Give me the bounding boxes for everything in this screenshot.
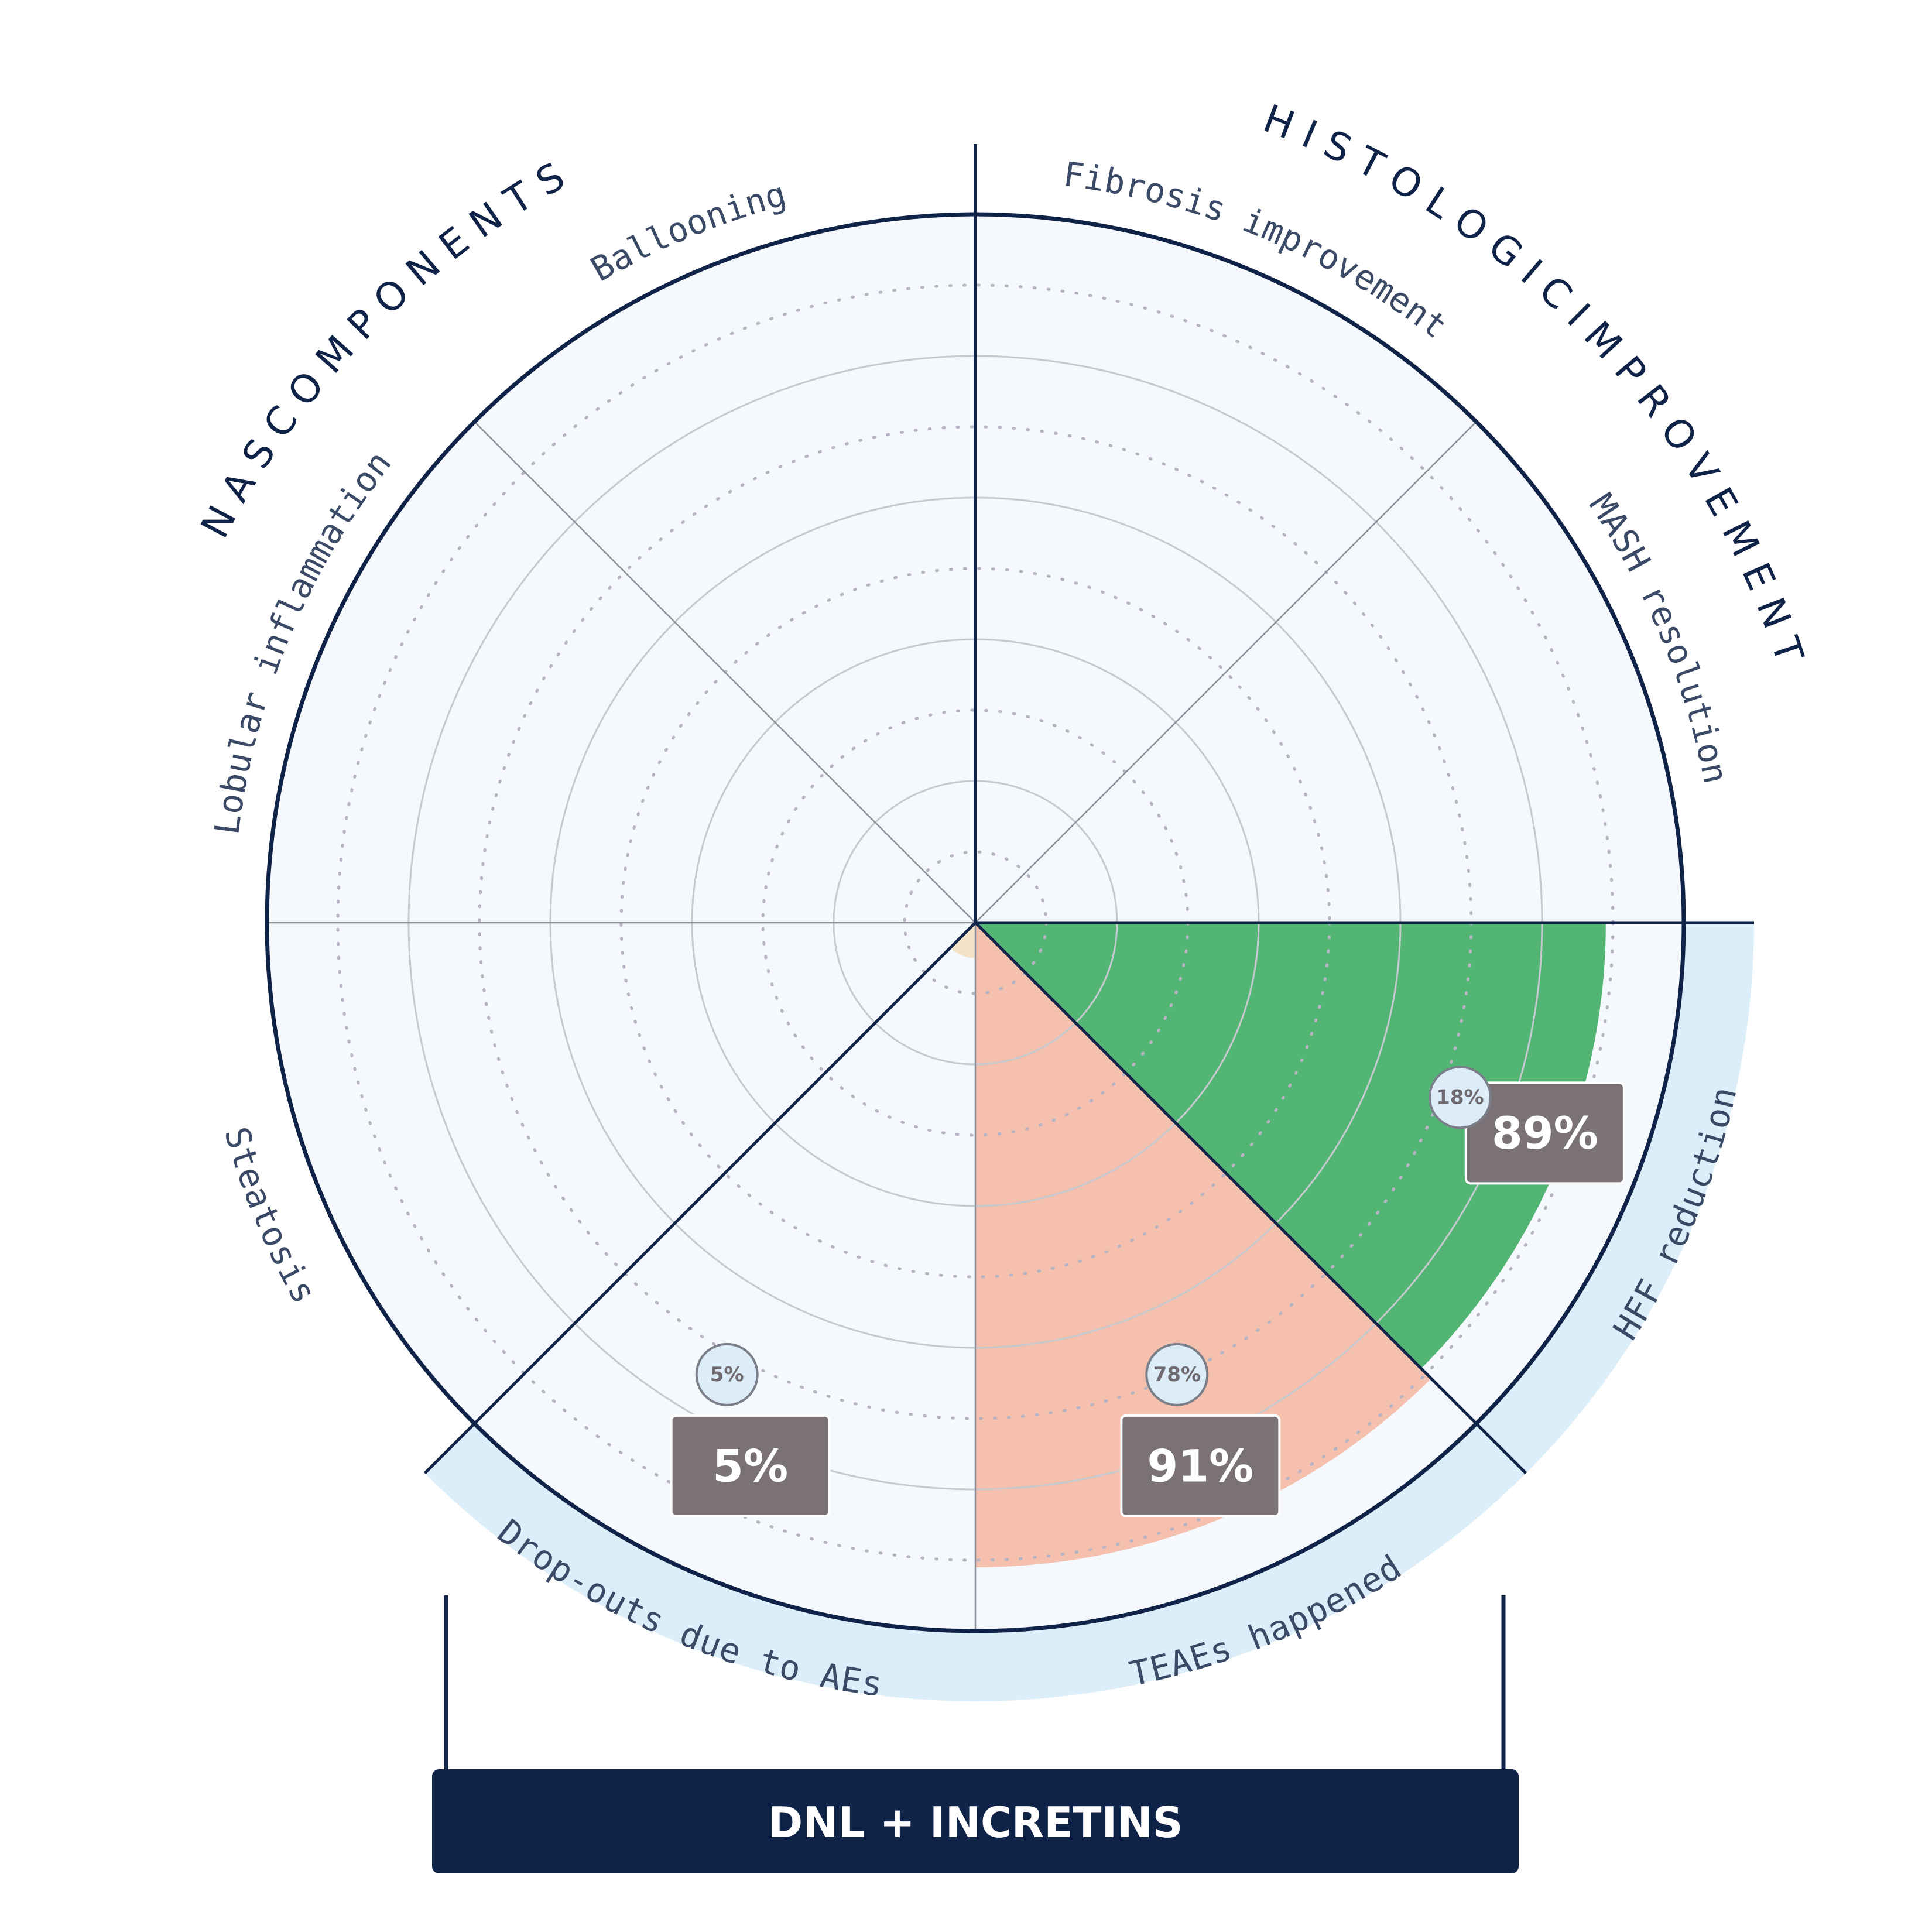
value-wedge-hff-reduction (975, 923, 1606, 1369)
divider-2 (974, 922, 1527, 1475)
value-wedges-layer (950, 923, 1606, 1568)
value-label-teaes-happened: 91% (1147, 1440, 1253, 1492)
reference-bubble-hff-reduction (1428, 1066, 1492, 1129)
reference-bubble-teaes-happened (1145, 1342, 1209, 1406)
reference-label-teaes-happened: 78% (1153, 1363, 1201, 1386)
highlight-band-teaes-happened (975, 1423, 1526, 1701)
banner-label: DNL + INCRETINS (768, 1798, 1183, 1847)
value-wedge-drop-outs-due-to-aes (950, 923, 975, 958)
reference-bubble-drop-outs-due-to-aes (695, 1342, 759, 1406)
highlight-band-drop-outs-due-to-aes (424, 1423, 975, 1701)
banner-layer: DNL + INCRETINS (432, 1595, 1519, 1873)
value-box-teaes-happened (1120, 1414, 1281, 1517)
divider-3 (423, 922, 977, 1475)
spoke-7 (474, 421, 976, 923)
value-labels-layer: 89% 18% 91% 78% 5% 5% (670, 1066, 1625, 1517)
value-wedge-teaes-happened (975, 923, 1431, 1568)
value-label-hff-reduction: 89% (1492, 1107, 1598, 1159)
value-label-drop-outs-due-to-aes: 5% (712, 1440, 788, 1492)
banner-box (432, 1769, 1519, 1873)
value-box-hff-reduction (1464, 1081, 1625, 1185)
value-box-drop-outs-due-to-aes (670, 1414, 831, 1517)
reference-label-drop-outs-due-to-aes: 5% (710, 1363, 744, 1386)
highlight-band-layer (424, 923, 1754, 1701)
frame-layer (265, 144, 1754, 1633)
reference-label-hff-reduction: 18% (1436, 1085, 1484, 1109)
spoke-1 (975, 421, 1477, 923)
highlight-band-hff-reduction (1476, 923, 1754, 1474)
